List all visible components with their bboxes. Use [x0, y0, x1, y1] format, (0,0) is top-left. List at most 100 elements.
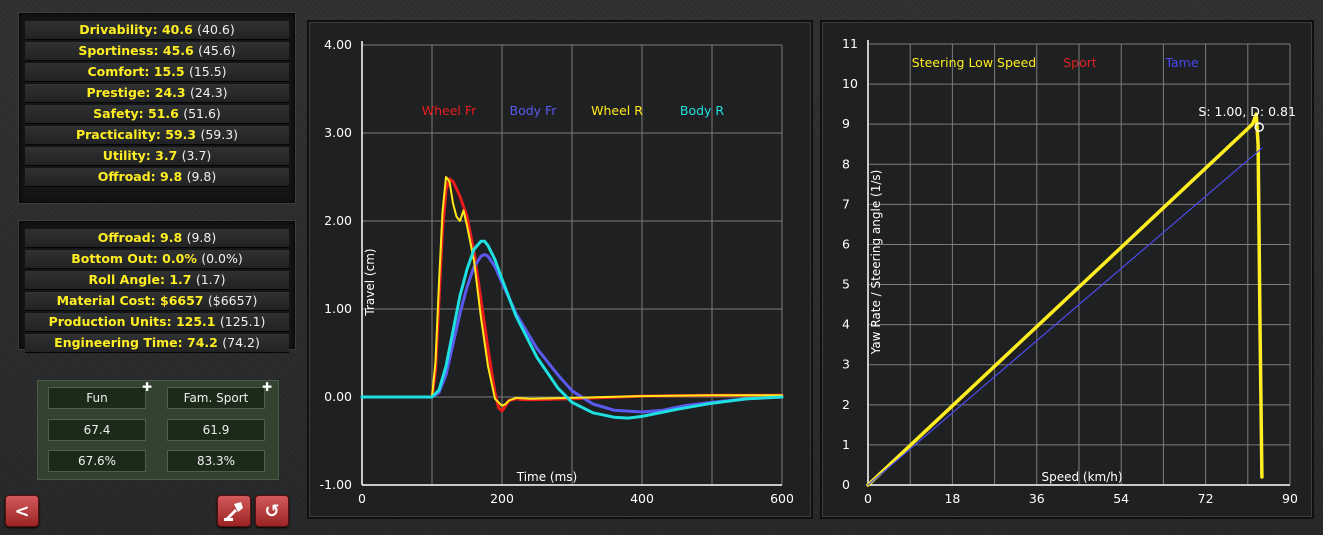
stat-label: Sportiness:	[78, 43, 159, 58]
stat-previous-value: (1.7)	[195, 272, 226, 287]
stat-label: Utility:	[102, 148, 151, 163]
y-tick-label: 9	[842, 116, 850, 131]
stat-previous-value: (3.7)	[181, 148, 212, 163]
y-tick-label: 2	[842, 397, 850, 412]
x-tick-label: 0	[864, 491, 872, 506]
annotation-marker	[1254, 122, 1264, 132]
pin-icon[interactable]: ✚	[262, 380, 273, 394]
stat-value: 3.7	[155, 148, 178, 163]
series-line	[360, 239, 784, 420]
y-tick-label: 5	[842, 277, 850, 292]
stat-value: 24.3	[154, 85, 186, 100]
stat-previous-value: (51.6)	[183, 106, 221, 121]
stat-row: Drivability: 40.6 (40.6)	[25, 21, 289, 40]
stat-previous-value: (9.8)	[186, 169, 217, 184]
y-tick-label: 11	[842, 36, 858, 51]
stat-value: 1.7	[169, 272, 192, 287]
stat-value: 40.6	[161, 22, 193, 37]
stat-row: Utility: 3.7 (3.7)	[25, 147, 289, 166]
y-tick-label: 3	[842, 357, 850, 372]
legend-entry: Body Fr	[510, 103, 558, 118]
suspension-travel-chart: -1.00 0.00 1.00 2.00 3.00 4.00 0 200 400 600 Time …	[320, 37, 794, 506]
stat-value: 74.2	[187, 335, 218, 350]
stat-value: 51.6	[148, 106, 179, 121]
stat-value: 45.6	[162, 43, 194, 58]
annotation-label: S: 1.00, D: 0.81	[1198, 104, 1296, 119]
stat-previous-value: (74.2)	[222, 335, 260, 350]
undo-button[interactable]: ↺	[255, 495, 289, 527]
stat-row: Material Cost: $6657 ($6657)	[25, 292, 289, 311]
stat-label: Bottom Out:	[71, 251, 158, 266]
stat-label: Offroad:	[97, 169, 156, 184]
x-tick-label: 200	[490, 491, 514, 506]
y-tick-label: 4	[842, 317, 850, 332]
x-tick-label: 400	[630, 491, 654, 506]
y-axis-label: Travel (cm)	[363, 248, 377, 316]
stat-previous-value: (0.0%)	[201, 251, 243, 266]
stat-label: Safety:	[93, 106, 144, 121]
legend-entry: Steering Low Speed	[912, 55, 1036, 70]
stat-previous-value: (15.5)	[188, 64, 227, 79]
stat-value: 15.5	[153, 64, 185, 79]
stat-previous-value: (45.6)	[198, 43, 236, 58]
y-tick-label: 7	[842, 196, 850, 211]
x-axis-label: Speed (km/h)	[1041, 470, 1122, 484]
x-tick-label: 36	[1029, 491, 1045, 506]
legend-entry: Wheel R	[591, 103, 643, 118]
x-tick-label: 72	[1198, 491, 1214, 506]
stat-row: Production Units: 125.1 (125.1)	[25, 313, 289, 332]
pin-fun-label: Fun	[48, 387, 146, 409]
pin-fam-sport-label: Fam. Sport	[167, 387, 265, 409]
stat-row: Bottom Out: 0.0% (0.0%)	[25, 250, 289, 269]
x-tick-label: 18	[944, 491, 960, 506]
y-tick-label: 2.00	[324, 213, 352, 228]
stat-label: Offroad:	[97, 230, 156, 245]
chevron-left-icon: <	[14, 500, 30, 522]
yaw-rate-chart-frame: 0 1 2 3 4 5 6 7 8 9 10 11 0 18 36 54 72 90 Speed (km/h) Yaw…	[820, 20, 1314, 519]
series-line	[361, 176, 783, 407]
y-tick-label: 1	[842, 437, 850, 452]
series-line	[866, 112, 1264, 487]
stat-value: $6657	[160, 293, 204, 308]
stat-row: Offroad: 9.8 (9.8)	[25, 168, 289, 187]
stat-previous-value: (40.6)	[197, 22, 235, 37]
stat-previous-value: (9.8)	[186, 230, 217, 245]
stat-label: Practicality:	[75, 127, 161, 142]
stat-value: 9.8	[160, 230, 183, 245]
stat-value: 9.8	[160, 169, 183, 184]
stat-row: Prestige: 24.3 (24.3)	[25, 84, 289, 103]
stat-label: Production Units:	[48, 314, 172, 329]
pin-fun-percent: 67.6%	[48, 450, 146, 472]
back-button[interactable]: <	[5, 495, 39, 527]
legend-entry: Sport	[1063, 55, 1097, 70]
x-tick-label: 600	[770, 491, 794, 506]
ratings-panel: Drivability: 40.6 (40.6) Sportiness: 45.6…	[18, 12, 296, 204]
y-tick-label: 1.00	[324, 301, 352, 316]
stat-row: Roll Angle: 1.7 (1.7)	[25, 271, 289, 290]
y-tick-label: 3.00	[324, 125, 352, 140]
y-tick-label: 0	[842, 477, 850, 492]
stat-label: Drivability:	[79, 22, 158, 37]
x-tick-label: 90	[1282, 491, 1298, 506]
stat-value: 59.3	[165, 127, 197, 142]
x-tick-label: 54	[1113, 491, 1129, 506]
yaw-rate-chart: 0 1 2 3 4 5 6 7 8 9 10 11 0 18 36 54 72 90 Speed (km/h) Yaw…	[842, 36, 1298, 506]
stat-row: Engineering Time: 74.2 (74.2)	[25, 334, 289, 353]
stat-row: Comfort: 15.5 (15.5)	[25, 63, 289, 82]
y-tick-label: 4.00	[324, 37, 352, 52]
scrap-button[interactable]	[217, 495, 251, 527]
stat-previous-value: (125.1)	[219, 314, 266, 329]
pin-icon[interactable]: ✚	[142, 380, 153, 394]
stat-previous-value: (59.3)	[200, 127, 239, 142]
stat-value: 125.1	[175, 314, 216, 329]
stat-row: Offroad: 9.8 (9.8)	[25, 229, 289, 248]
y-tick-label: 6	[842, 236, 850, 251]
x-axis-label: Time (ms)	[516, 470, 578, 484]
y-axis-label: Yaw Rate / Steering angle (1/s)	[869, 170, 883, 356]
stat-row: Sportiness: 45.6 (45.6)	[25, 42, 289, 61]
stat-previous-value: ($6657)	[207, 293, 258, 308]
stat-value: 0.0%	[162, 251, 197, 266]
legend-entry: Wheel Fr	[422, 103, 477, 118]
y-tick-label: -1.00	[320, 477, 352, 492]
pin-fam-sport-percent: 83.3%	[167, 450, 265, 472]
